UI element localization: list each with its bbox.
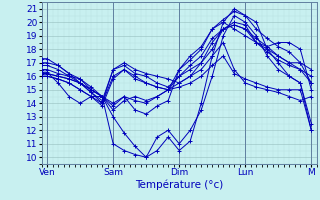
X-axis label: Température (°c): Température (°c) [135,180,223,190]
